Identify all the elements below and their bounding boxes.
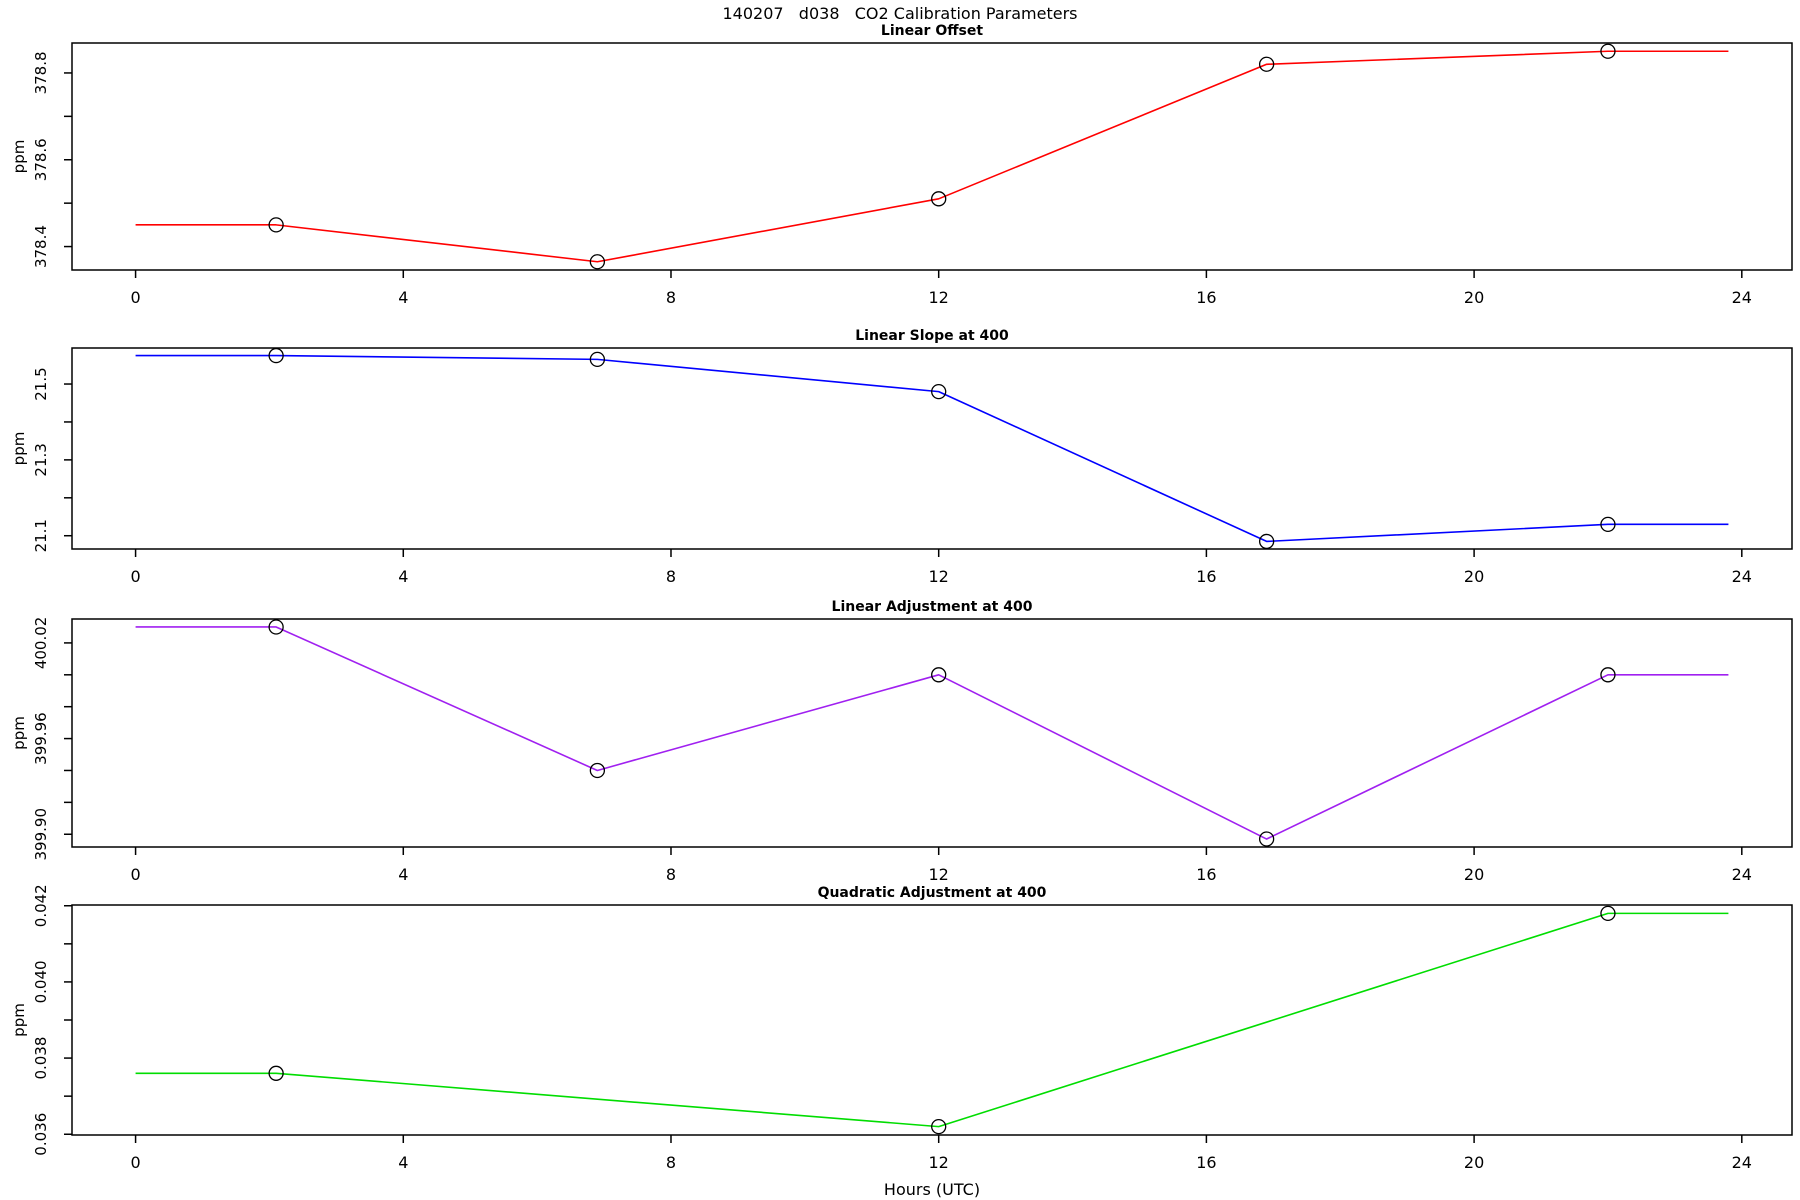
x-tick-label: 20 [1464, 1153, 1484, 1172]
plot-box [71, 904, 1793, 1136]
data-point-marker [589, 254, 606, 270]
y-tick-label: 0.042 [32, 884, 50, 927]
data-point-marker [931, 667, 947, 683]
panel-title: Linear Adjustment at 400 [832, 599, 1033, 615]
y-tick-label: 378.6 [32, 138, 50, 181]
x-tick-label: 16 [1196, 865, 1216, 884]
x-tick-label: 4 [398, 1153, 408, 1172]
data-point-marker [268, 217, 284, 233]
data-point-marker [1258, 831, 1275, 847]
panel-title: Linear Slope at 400 [855, 328, 1009, 344]
y-tick-label: 21.1 [32, 519, 50, 552]
y-tick-label: 21.3 [32, 443, 50, 476]
data-point-marker [1258, 56, 1275, 72]
y-axis-label: ppm [10, 1003, 28, 1037]
data-point-marker [931, 1118, 947, 1135]
x-tick-label: 12 [929, 288, 949, 307]
data-point-marker [1600, 905, 1616, 922]
panel-3: Linear Adjustment at 400 399.90 399.96 400.… [10, 599, 1793, 884]
x-tick-label: 12 [929, 865, 949, 884]
y-tick-label: 378.8 [32, 51, 50, 94]
chart-title: 140207 d038 CO2 Calibration Parameters [722, 4, 1078, 23]
x-tick-label: 12 [929, 567, 949, 586]
y-tick-label: 378.4 [32, 225, 50, 268]
x-tick-label: 4 [398, 567, 408, 586]
y-tick-label: 399.96 [32, 712, 50, 765]
data-point-marker [931, 383, 947, 400]
y-tick-label: 21.5 [32, 367, 50, 400]
x-tick-label: 8 [666, 865, 676, 884]
data-point-marker [1258, 533, 1275, 550]
x-tick-label: 20 [1464, 865, 1484, 884]
x-tick-label: 4 [398, 865, 408, 884]
x-tick-label: 20 [1464, 288, 1484, 307]
x-tick-label: 8 [666, 288, 676, 307]
x-tick-label: 8 [666, 567, 676, 586]
y-axis-label: ppm [10, 432, 28, 466]
x-tick-label: 4 [398, 288, 408, 307]
x-tick-label: 0 [130, 567, 140, 586]
data-point-marker [1600, 516, 1616, 532]
y-tick-label: 0.036 [32, 1113, 50, 1156]
y-tick-label: 0.040 [32, 960, 50, 1003]
x-tick-label: 20 [1464, 567, 1484, 586]
data-point-marker [268, 347, 284, 364]
plot-box [71, 42, 1793, 271]
y-tick-label: 399.90 [32, 808, 50, 861]
x-tick-label: 0 [130, 288, 140, 307]
x-tick-label: 16 [1196, 288, 1216, 307]
series-line [135, 626, 1729, 840]
x-tick-label: 16 [1196, 1153, 1216, 1172]
plot-box [71, 347, 1793, 550]
series-line [135, 50, 1729, 263]
panel-1: Linear Offset 378.4 378.6 378.8 ppm 0 4 8 12 16 20… [10, 23, 1793, 307]
y-tick-label: 0.038 [32, 1037, 50, 1080]
data-point-marker [268, 1065, 284, 1081]
panel-title: Quadratic Adjustment at 400 [818, 885, 1047, 901]
panel-4: Quadratic Adjustment at 400 0.036 0.038 0.0… [10, 884, 1793, 1199]
series-line [135, 354, 1729, 543]
x-tick-label: 24 [1732, 288, 1752, 307]
x-tick-label: 16 [1196, 567, 1216, 586]
x-tick-label: 24 [1732, 865, 1752, 884]
data-point-marker [1600, 43, 1616, 59]
x-tick-label: 0 [130, 865, 140, 884]
data-point-marker [1600, 667, 1616, 683]
panel-title: Linear Offset [881, 23, 983, 39]
x-tick-label: 0 [130, 1153, 140, 1172]
y-axis-label: ppm [10, 716, 28, 750]
y-tick-label: 400.02 [32, 617, 50, 670]
y-axis-label: ppm [10, 140, 28, 174]
x-tick-label: 24 [1732, 1153, 1752, 1172]
x-tick-label: 12 [929, 1153, 949, 1172]
data-point-marker [268, 619, 284, 635]
x-axis-label: Hours (UTC) [884, 1180, 980, 1199]
panel-2: Linear Slope at 400 21.1 21.3 21.5 ppm 0 4 8 12 1… [10, 328, 1793, 586]
x-tick-label: 8 [666, 1153, 676, 1172]
x-tick-label: 24 [1732, 567, 1752, 586]
series-line [135, 912, 1729, 1128]
data-point-marker [931, 191, 947, 207]
data-point-marker [589, 351, 606, 368]
plot-box [71, 618, 1793, 848]
data-point-marker [589, 762, 606, 779]
